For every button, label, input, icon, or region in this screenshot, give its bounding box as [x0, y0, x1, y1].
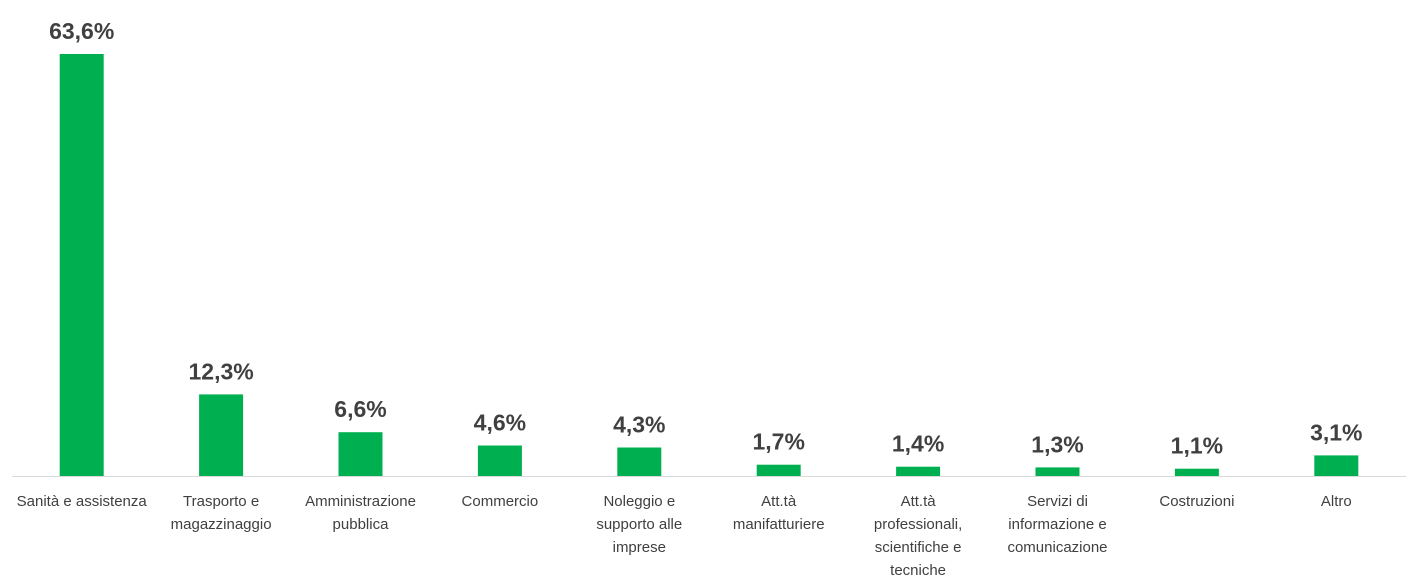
category-label-line: professionali,: [874, 516, 962, 533]
bars-group: [59, 54, 1359, 476]
value-label-3: 6,6%: [334, 396, 386, 422]
category-label-line: tecniche: [890, 562, 946, 576]
value-label-1: 63,6%: [49, 18, 114, 44]
value-labels-group: 63,6% 12,3% 6,6% 4,6% 4,3% 1,7% 1,4% 1,3% 1,1% 3,…: [49, 18, 1362, 459]
category-label-line: comunicazione: [1007, 539, 1107, 556]
value-label-4: 4,6%: [474, 410, 526, 436]
category-label-line: Trasporto e: [183, 493, 259, 510]
category-label-line: informazione e: [1008, 516, 1106, 533]
category-label-7: Att.tà professionali, scientifiche e tecnic…: [874, 493, 962, 576]
category-label-3: Amministrazione pubblica: [305, 493, 416, 533]
category-label-line: supporto alle: [596, 516, 682, 533]
category-label-line: imprese: [613, 539, 666, 556]
category-label-line: magazzinaggio: [171, 516, 272, 533]
category-label-1: Sanità e assistenza: [17, 493, 148, 510]
category-label-line: Noleggio e: [603, 493, 675, 510]
category-label-4: Commercio: [462, 493, 539, 510]
category-label-8: Servizi di informazione e comunicazione: [1007, 493, 1107, 556]
category-label-line: Amministrazione: [305, 493, 416, 510]
category-label-9: Costruzioni: [1159, 493, 1234, 510]
bar-10: [1314, 455, 1359, 476]
bar-2: [199, 394, 244, 476]
value-label-9: 1,1%: [1171, 433, 1223, 459]
value-label-8: 1,3%: [1031, 431, 1083, 457]
category-label-line: Att.tà: [901, 493, 937, 510]
category-labels-group: Sanità e assistenza Trasporto e magazzinag…: [17, 493, 1352, 576]
value-label-10: 3,1%: [1310, 419, 1362, 445]
category-label-line: Servizi di: [1027, 493, 1088, 510]
bar-7: [896, 466, 941, 476]
bar-8: [1035, 467, 1080, 476]
bar-4: [477, 445, 522, 476]
value-label-7: 1,4%: [892, 431, 944, 457]
bar-9: [1174, 468, 1219, 476]
category-label-line: Sanità e assistenza: [17, 493, 148, 510]
category-label-line: Commercio: [462, 493, 539, 510]
bar-1: [59, 54, 104, 476]
category-label-2: Trasporto e magazzinaggio: [171, 493, 272, 533]
category-label-6: Att.tà manifatturiere: [733, 493, 825, 533]
bar-3: [338, 432, 383, 476]
category-label-line: Costruzioni: [1159, 493, 1234, 510]
value-label-5: 4,3%: [613, 412, 665, 438]
category-label-line: Att.tà: [761, 493, 797, 510]
value-label-2: 12,3%: [188, 358, 253, 384]
value-label-6: 1,7%: [752, 429, 804, 455]
category-label-line: Altro: [1321, 493, 1352, 510]
category-label-line: manifatturiere: [733, 516, 825, 533]
category-label-10: Altro: [1321, 493, 1352, 510]
bar-6: [756, 464, 801, 476]
category-label-line: pubblica: [333, 516, 390, 533]
category-label-5: Noleggio e supporto alle imprese: [596, 493, 682, 556]
category-label-line: scientifiche e: [875, 539, 962, 556]
bar-5: [617, 447, 662, 476]
